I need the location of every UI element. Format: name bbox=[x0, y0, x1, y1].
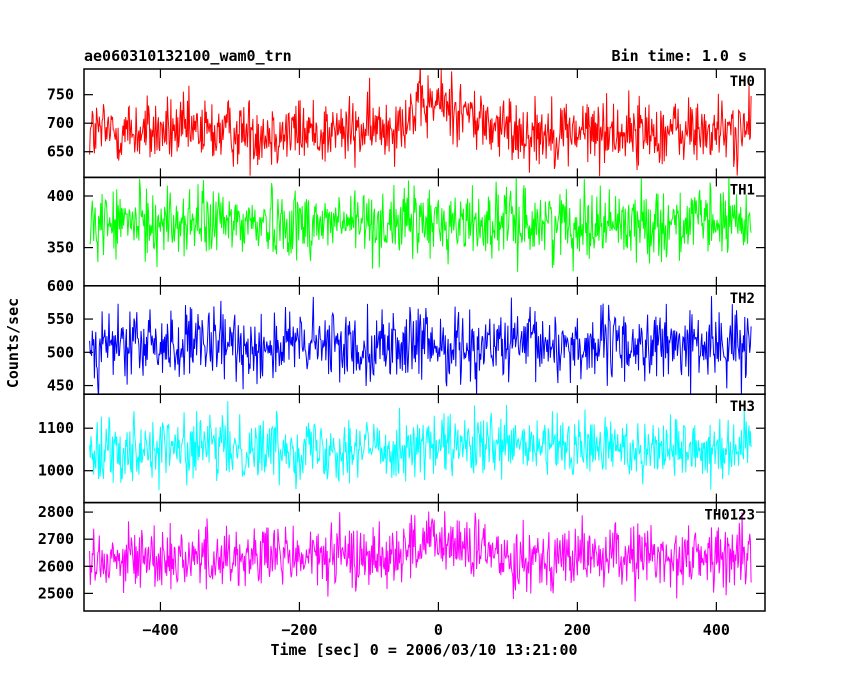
panel-th0123: 2500 2600 2700 2800 TH0123 bbox=[38, 501, 766, 612]
plot-title: ae060310132100_wam0_trn bbox=[84, 47, 292, 65]
series-th0 bbox=[89, 69, 752, 177]
y-tick-label: 400 bbox=[47, 187, 74, 205]
x-tick-label: −200 bbox=[281, 621, 317, 639]
y-tick-label: 2800 bbox=[38, 503, 74, 521]
x-tick-label: 0 bbox=[434, 621, 443, 639]
y-tick-label: 650 bbox=[47, 143, 74, 161]
series-th2 bbox=[89, 296, 752, 395]
y-tick-label: 550 bbox=[47, 310, 74, 328]
y-tick-label: 700 bbox=[47, 114, 74, 132]
y-tick-label: 2700 bbox=[38, 530, 74, 548]
x-tick-label: 400 bbox=[703, 621, 730, 639]
series-th3 bbox=[89, 401, 752, 491]
y-tick-label: 1100 bbox=[38, 419, 74, 437]
panel-th2: 450 500 550 600 TH2 bbox=[47, 277, 766, 395]
y-tick-label: 750 bbox=[47, 86, 74, 104]
panel-stack: 650 700 750 TH0 350 400 TH1 450 500 550 600 TH2 1000… bbox=[38, 68, 766, 612]
y-tick-label: 2500 bbox=[38, 584, 74, 602]
x-axis-label: Time [sec] 0 = 2006/03/10 13:21:00 bbox=[270, 641, 577, 659]
x-tick-label: −400 bbox=[142, 621, 178, 639]
y-tick-label: 600 bbox=[47, 277, 74, 295]
series-th1 bbox=[89, 177, 752, 272]
y-tick-label: 500 bbox=[47, 343, 74, 361]
y-axis-label: Counts/sec bbox=[4, 298, 22, 388]
panel-th3: 1000 1100 TH3 bbox=[38, 393, 766, 504]
panel-label: TH3 bbox=[730, 399, 755, 415]
panel-th0: 650 700 750 TH0 bbox=[47, 68, 766, 179]
series-th0123 bbox=[89, 511, 752, 602]
panel-label: TH0 bbox=[730, 74, 755, 90]
y-tick-label: 350 bbox=[47, 239, 74, 257]
y-tick-label: 450 bbox=[47, 377, 74, 395]
y-tick-label: 1000 bbox=[38, 462, 74, 480]
x-tick-label: 200 bbox=[564, 621, 591, 639]
y-tick-label: 2600 bbox=[38, 557, 74, 575]
panel-frame bbox=[83, 501, 766, 612]
panel-label: TH1 bbox=[730, 182, 755, 198]
panel-label: TH2 bbox=[730, 291, 755, 307]
bin-time-label: Bin time: 1.0 s bbox=[612, 47, 747, 65]
panel-th1: 350 400 TH1 bbox=[47, 176, 766, 287]
panel-label: TH0123 bbox=[704, 508, 755, 524]
x-axis: −400 −200 0 200 400 bbox=[142, 621, 730, 639]
